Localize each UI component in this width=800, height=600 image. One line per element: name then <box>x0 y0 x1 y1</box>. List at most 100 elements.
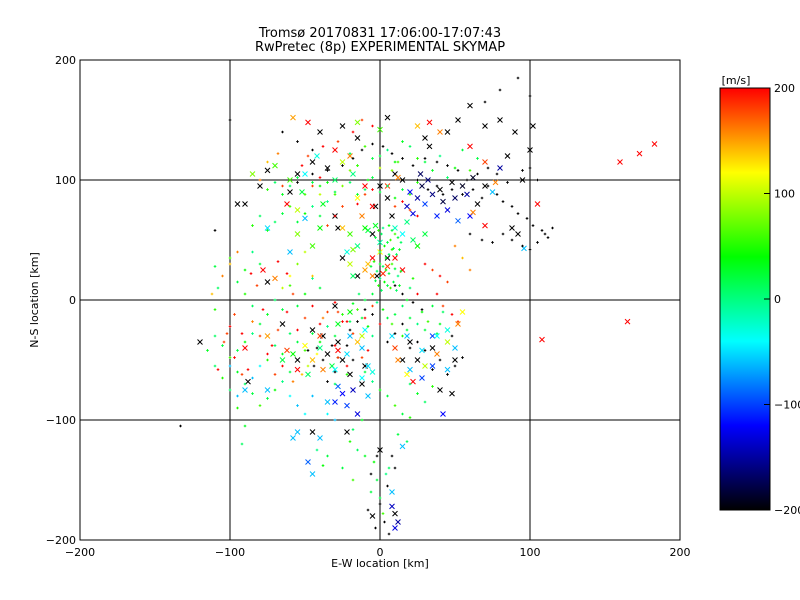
data-point-plus <box>333 190 337 194</box>
data-point-cross <box>369 203 376 210</box>
data-point-cross <box>440 198 446 205</box>
data-point-plus <box>450 313 454 316</box>
data-point-cross <box>429 333 436 339</box>
data-point-plus <box>378 250 382 254</box>
data-point-plus <box>333 370 337 374</box>
data-point-cross <box>287 249 293 255</box>
data-point-plus <box>384 472 388 476</box>
data-point-plus <box>377 284 380 287</box>
data-point-plus <box>303 250 307 254</box>
data-point-plus <box>266 397 269 400</box>
data-point-plus <box>300 373 304 376</box>
data-point-plus <box>401 292 404 296</box>
data-point-plus <box>356 308 359 311</box>
data-point-cross <box>444 339 451 345</box>
data-point-plus <box>525 217 529 220</box>
data-point-cross <box>470 174 476 181</box>
data-point-plus <box>221 274 224 278</box>
data-point-plus <box>276 328 280 332</box>
data-point-plus <box>420 308 424 311</box>
data-point-plus <box>446 373 449 376</box>
data-point-plus <box>461 356 464 359</box>
data-point-plus <box>426 320 430 323</box>
chart-subtitle: RwPretec (8p) EXPERIMENTAL SKYMAP <box>255 40 505 55</box>
data-point-plus <box>341 320 344 323</box>
data-point-plus <box>251 332 254 335</box>
data-point-plus <box>378 388 382 392</box>
data-point-plus <box>345 373 349 376</box>
data-point-plus <box>374 526 377 530</box>
data-point-plus <box>206 349 209 352</box>
data-point-plus <box>378 190 382 194</box>
data-point-plus <box>216 368 220 371</box>
data-point-plus <box>398 248 401 251</box>
data-point-plus <box>303 193 307 196</box>
data-point-cross <box>354 411 361 417</box>
data-point-cross <box>359 375 365 381</box>
data-point-plus <box>266 313 269 316</box>
data-point-cross <box>534 201 541 207</box>
data-point-cross <box>410 210 416 217</box>
data-point-plus <box>345 320 349 323</box>
data-point-plus <box>383 244 386 248</box>
data-point-plus <box>296 328 299 332</box>
data-point-plus <box>416 157 419 160</box>
data-point-plus <box>378 154 382 158</box>
data-point-cross <box>350 246 356 253</box>
data-point-cross <box>651 141 658 147</box>
data-point-plus <box>366 349 370 352</box>
data-point-plus <box>303 292 307 296</box>
data-point-cross <box>384 195 391 201</box>
data-point-cross <box>384 263 391 270</box>
data-point-plus <box>318 176 322 179</box>
data-point-plus <box>311 205 314 208</box>
data-point-plus <box>501 200 505 203</box>
data-point-plus <box>360 316 364 320</box>
data-point-plus <box>363 370 367 374</box>
data-point-plus <box>281 352 284 356</box>
data-point-cross <box>354 243 361 249</box>
data-point-cross <box>317 129 323 135</box>
data-point-plus <box>441 304 445 308</box>
data-point-plus <box>311 172 314 176</box>
data-point-plus <box>546 236 550 239</box>
data-point-cross <box>509 225 515 231</box>
data-point-plus <box>495 193 499 196</box>
data-point-plus <box>392 247 395 250</box>
data-point-cross <box>309 243 316 249</box>
data-point-plus <box>386 148 389 152</box>
data-point-plus <box>228 364 232 368</box>
data-point-cross <box>449 179 455 186</box>
data-point-cross <box>197 339 203 345</box>
data-point-cross <box>359 345 365 351</box>
data-point-cross <box>264 225 271 231</box>
data-point-cross <box>636 150 643 157</box>
data-point-plus <box>416 178 419 182</box>
data-point-plus <box>528 248 532 251</box>
data-point-cross <box>482 183 488 189</box>
data-point-cross <box>354 135 361 141</box>
data-point-plus <box>453 244 457 248</box>
data-point-cross <box>290 114 296 121</box>
data-point-plus <box>372 260 376 263</box>
data-point-plus <box>416 340 419 344</box>
data-point-plus <box>401 304 404 308</box>
data-point-cross <box>344 429 350 435</box>
data-point-cross <box>434 213 440 219</box>
data-point-plus <box>450 334 454 338</box>
data-point-plus <box>371 176 374 179</box>
data-point-cross <box>344 402 350 409</box>
data-point-plus <box>213 308 217 311</box>
data-point-cross <box>399 357 406 363</box>
data-point-plus <box>243 382 247 386</box>
data-point-plus <box>393 232 397 236</box>
data-point-plus <box>356 193 359 196</box>
data-point-plus <box>356 164 359 167</box>
data-point-plus <box>369 472 373 476</box>
data-point-plus <box>326 380 329 383</box>
data-point-cross <box>347 309 353 315</box>
data-point-cross <box>399 443 406 450</box>
data-point-cross <box>422 135 428 141</box>
data-point-cross <box>309 327 316 333</box>
data-point-plus <box>333 193 337 196</box>
